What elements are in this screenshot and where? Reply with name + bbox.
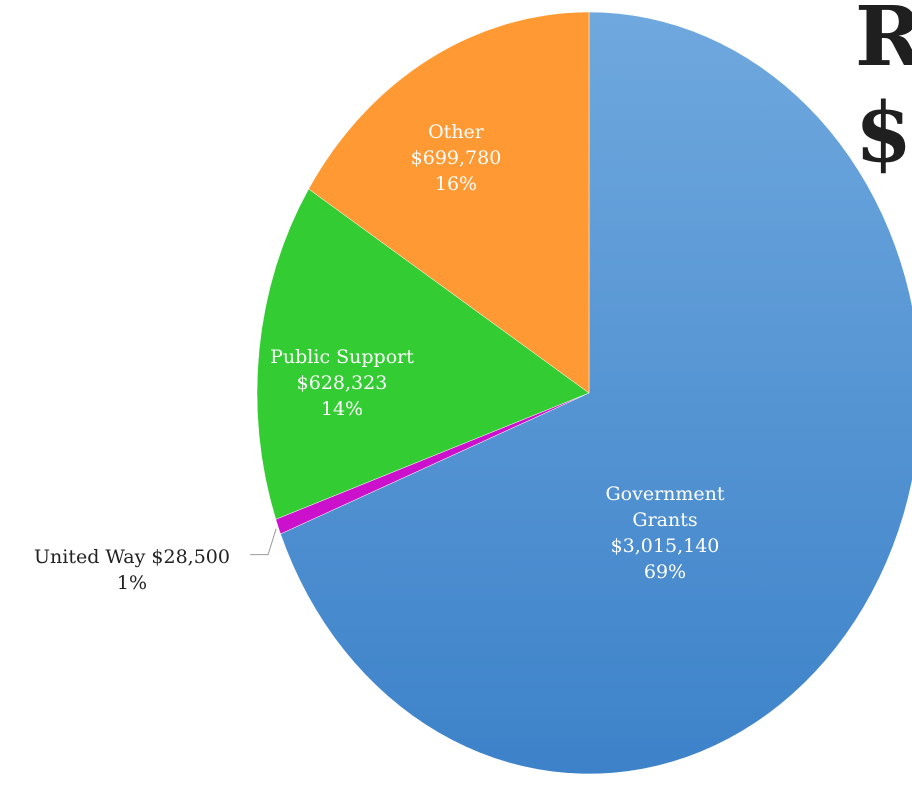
slice-label-government-grants: Government Grants $3,015,140 69%: [605, 483, 724, 583]
pie-slice-other: [308, 11, 590, 394]
slice-label-public-support: Public Support $628,323 14%: [270, 346, 414, 420]
leader-line-united-way: [250, 528, 277, 556]
title-fragment-dollar: $: [855, 85, 912, 181]
title-fragment-r: R: [855, 0, 912, 85]
slice-label-other: Other $699,780 16%: [411, 121, 502, 195]
slice-label-united-way: United Way $28,500 1%: [34, 546, 230, 594]
pie-slice-government-grants: [280, 11, 912, 775]
pie-slice-public-support: [256, 188, 590, 520]
